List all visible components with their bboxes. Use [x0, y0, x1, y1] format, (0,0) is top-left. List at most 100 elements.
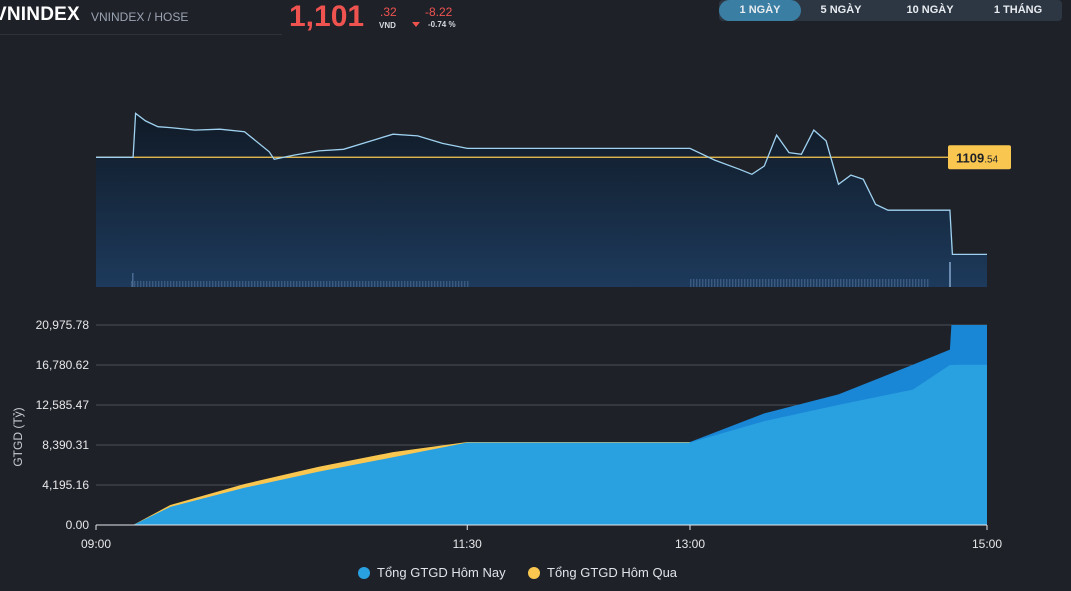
volume-bar	[245, 281, 247, 287]
volume-bar	[726, 279, 728, 287]
tab-1-day[interactable]: 1 NGÀY	[719, 0, 801, 21]
volume-bar	[179, 281, 181, 287]
legend-today-marker	[358, 567, 370, 579]
volume-bar	[723, 279, 725, 287]
volume-bar	[762, 279, 764, 287]
volume-bar	[792, 279, 794, 287]
symbol-title: VNINDEX	[0, 4, 80, 25]
volume-bar	[461, 281, 463, 287]
price-area	[96, 113, 987, 288]
volume-bar	[711, 279, 713, 287]
volume-bar	[218, 281, 220, 287]
volume-bar	[332, 281, 334, 287]
volume-bar	[741, 279, 743, 287]
volume-bar	[275, 281, 277, 287]
volume-bar	[132, 273, 134, 287]
tab-1-month[interactable]: 1 THÁNG	[993, 4, 1043, 16]
volume-bar	[380, 281, 382, 287]
volume-bar	[786, 279, 788, 287]
volume-bar	[326, 281, 328, 287]
volume-bar	[849, 279, 851, 287]
volume-bar	[374, 281, 376, 287]
volume-bar	[735, 279, 737, 287]
x-tick-label: 09:00	[81, 537, 111, 551]
volume-bar	[308, 281, 310, 287]
y-tick-label: 20,975.78	[36, 318, 90, 332]
volume-bar	[254, 281, 256, 287]
price-change: -8.22	[425, 5, 453, 19]
x-tick-label: 15:00	[972, 537, 1002, 551]
volume-bar	[753, 279, 755, 287]
today-area	[96, 364, 987, 525]
price-line	[96, 112, 987, 256]
volume-bar	[287, 281, 289, 287]
volume-bar	[248, 281, 250, 287]
volume-bar	[729, 279, 731, 287]
volume-bar	[341, 281, 343, 287]
volume-bar	[362, 281, 364, 287]
volume-bar	[401, 281, 403, 287]
volume-bar	[365, 281, 367, 287]
y-tick-label: 8,390.31	[42, 438, 89, 452]
volume-bar	[708, 279, 710, 287]
volume-bar	[242, 281, 244, 287]
volume-bar	[750, 279, 752, 287]
tab-5-days[interactable]: 5 NGÀY	[820, 4, 862, 16]
volume-bar	[897, 279, 899, 287]
volume-bar	[293, 281, 295, 287]
volume-bar	[188, 281, 190, 287]
volume-bar	[377, 281, 379, 287]
volume-bar	[452, 281, 454, 287]
volume-bar	[140, 281, 142, 287]
title-divider	[0, 34, 282, 35]
y-tick-label: 0.00	[66, 518, 90, 532]
volume-bar	[203, 281, 205, 287]
volume-bar	[702, 279, 704, 287]
volume-bar	[467, 281, 469, 287]
volume-bar	[774, 279, 776, 287]
volume-bar	[720, 279, 722, 287]
volume-bar	[206, 281, 208, 287]
legend-today-label[interactable]: Tổng GTGD Hôm Nay	[377, 565, 506, 580]
volume-bar	[134, 281, 136, 287]
volume-bar	[891, 279, 893, 287]
volume-bar	[194, 281, 196, 287]
volume-bar	[263, 281, 265, 287]
volume-bar	[807, 279, 809, 287]
volume-bar	[371, 281, 373, 287]
volume-bar	[347, 281, 349, 287]
volume-bar	[852, 279, 854, 287]
volume-bar	[398, 281, 400, 287]
volume-bar	[233, 281, 235, 287]
volume-bar	[783, 279, 785, 287]
volume-bar	[828, 279, 830, 287]
price-change-percent: -0.74 %	[428, 20, 456, 29]
volume-bar	[209, 281, 211, 287]
volume-bar	[801, 279, 803, 287]
volume-bar	[446, 281, 448, 287]
volume-bar	[164, 281, 166, 287]
exchange-label: VNINDEX / HOSE	[91, 10, 189, 24]
volume-bar	[413, 281, 415, 287]
volume-bar	[885, 279, 887, 287]
x-tick-label: 11:30	[453, 537, 482, 551]
volume-bar	[804, 279, 806, 287]
volume-bar	[317, 281, 319, 287]
volume-bar	[449, 281, 451, 287]
volume-bar	[819, 279, 821, 287]
volume-bar	[410, 281, 412, 287]
volume-bar	[780, 279, 782, 287]
y-tick-label: 16,780.62	[36, 358, 90, 372]
legend-yesterday-label[interactable]: Tổng GTGD Hôm Qua	[547, 565, 678, 580]
volume-bar	[858, 279, 860, 287]
volume-bar	[272, 281, 274, 287]
volume-bar	[443, 281, 445, 287]
volume-bar	[777, 279, 779, 287]
volume-bar	[161, 281, 163, 287]
price-unit: VND	[379, 21, 396, 30]
volume-bar	[918, 279, 920, 287]
volume-bar	[416, 281, 418, 287]
volume-bar	[395, 281, 397, 287]
tab-10-days[interactable]: 10 NGÀY	[906, 4, 954, 16]
